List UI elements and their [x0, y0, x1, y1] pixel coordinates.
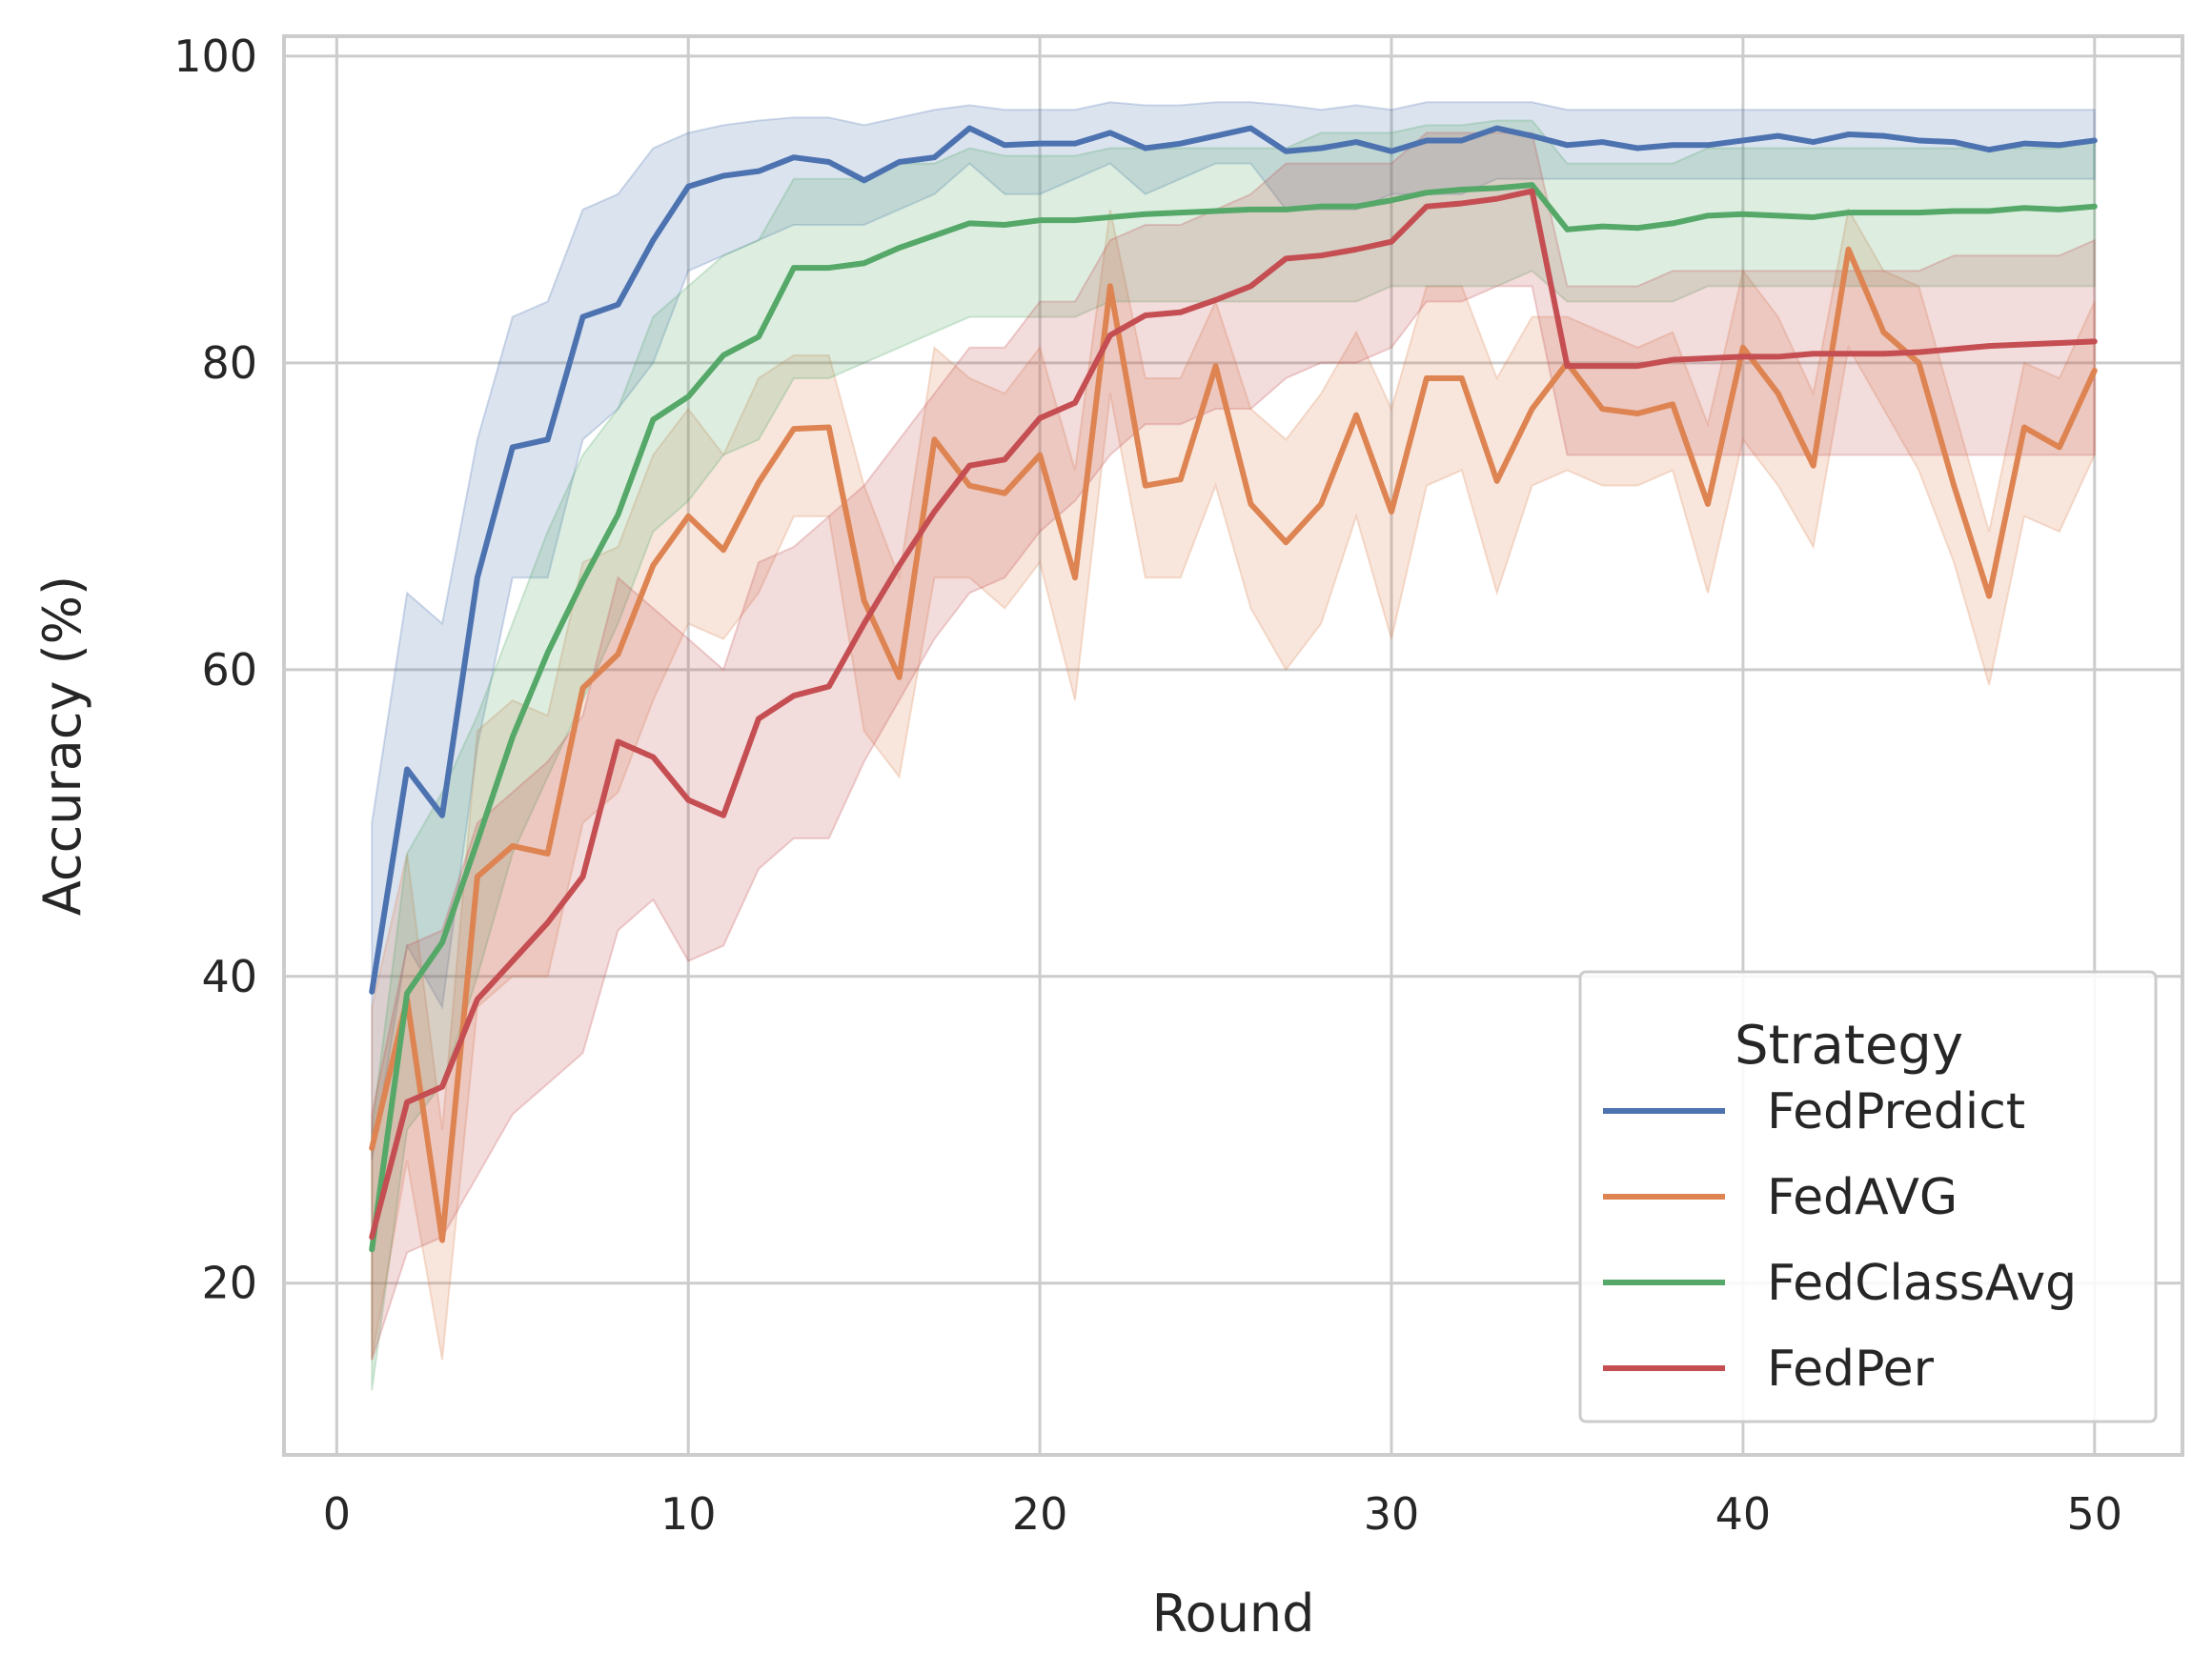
y-axis-label: Accuracy (%)	[32, 575, 92, 916]
series-lines	[369, 125, 2098, 1253]
y-tick-label: 40	[201, 951, 257, 1002]
y-tick-label: 100	[173, 30, 257, 82]
legend: Strategy FedPredictFedAVGFedClassAvgFedP…	[1578, 970, 2158, 1423]
confidence-bands	[371, 101, 2096, 1391]
legend-label: FedAVG	[1767, 1169, 1958, 1226]
x-tick-label: 40	[1715, 1488, 1772, 1540]
x-axis-label: Round	[1152, 1584, 1315, 1644]
series-line	[369, 182, 2098, 1253]
y-tick-label: 20	[201, 1258, 257, 1309]
x-tick-label: 0	[323, 1488, 351, 1540]
legend-items: FedPredict FedAVG FedClassAvg FedPer	[1603, 1083, 2077, 1398]
legend-title: Strategy	[1735, 1015, 1963, 1077]
series-line	[369, 188, 2098, 1241]
series-line	[369, 246, 2098, 1243]
x-tick-label: 20	[1012, 1488, 1068, 1540]
x-tick-label: 50	[2067, 1488, 2123, 1540]
y-tick-label: 60	[201, 644, 257, 696]
confidence-band	[371, 119, 2096, 1391]
y-axis-ticks: 20 40 60 80 100	[173, 30, 257, 1309]
legend-label: FedPer	[1767, 1341, 1935, 1398]
legend-box	[1578, 970, 2158, 1423]
x-tick-label: 10	[660, 1488, 717, 1540]
series-line	[369, 125, 2098, 995]
y-tick-label: 80	[201, 337, 257, 389]
confidence-band	[371, 131, 2096, 1361]
x-tick-label: 30	[1364, 1488, 1420, 1540]
legend-label: FedClassAvg	[1767, 1255, 2077, 1312]
x-axis-ticks: 0 10 20 30 40 50	[323, 1488, 2122, 1540]
confidence-band	[371, 101, 2096, 1161]
confidence-band	[371, 207, 2096, 1361]
legend-label: FedPredict	[1767, 1083, 2025, 1140]
